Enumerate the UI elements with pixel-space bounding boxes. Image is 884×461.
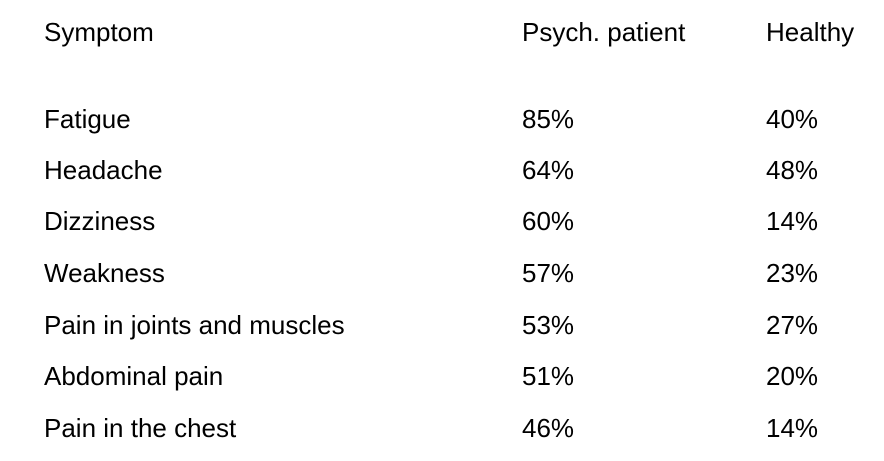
row-symptom: Abdominal pain xyxy=(44,361,224,391)
row-symptom: Headache xyxy=(44,155,163,185)
row-symptom: Fatigue xyxy=(44,104,131,134)
row-healthy-value: 20% xyxy=(766,361,819,391)
row-patient-value: 85% xyxy=(522,104,575,134)
row-healthy-value: 14% xyxy=(766,206,819,236)
row-healthy-value: 40% xyxy=(766,104,819,134)
row-patient-value: 64% xyxy=(522,155,575,185)
row-symptom: Weakness xyxy=(44,258,165,288)
row-healthy-value: 14% xyxy=(766,413,819,443)
row-symptom: Pain in the chest xyxy=(44,413,237,443)
row-healthy-value: 23% xyxy=(766,258,819,288)
row-patient-value: 60% xyxy=(522,206,575,236)
row-symptom: Dizziness xyxy=(44,206,156,236)
row-healthy-value: 27% xyxy=(766,310,819,340)
header-healthy: Healthy xyxy=(766,17,855,47)
row-patient-value: 51% xyxy=(522,361,575,391)
row-patient-value: 46% xyxy=(522,413,575,443)
header-symptom: Symptom xyxy=(44,17,154,47)
row-patient-value: 57% xyxy=(522,258,575,288)
row-symptom: Pain in joints and muscles xyxy=(44,310,345,340)
row-healthy-value: 48% xyxy=(766,155,819,185)
header-psych-patient: Psych. patient xyxy=(522,17,686,47)
row-patient-value: 53% xyxy=(522,310,575,340)
